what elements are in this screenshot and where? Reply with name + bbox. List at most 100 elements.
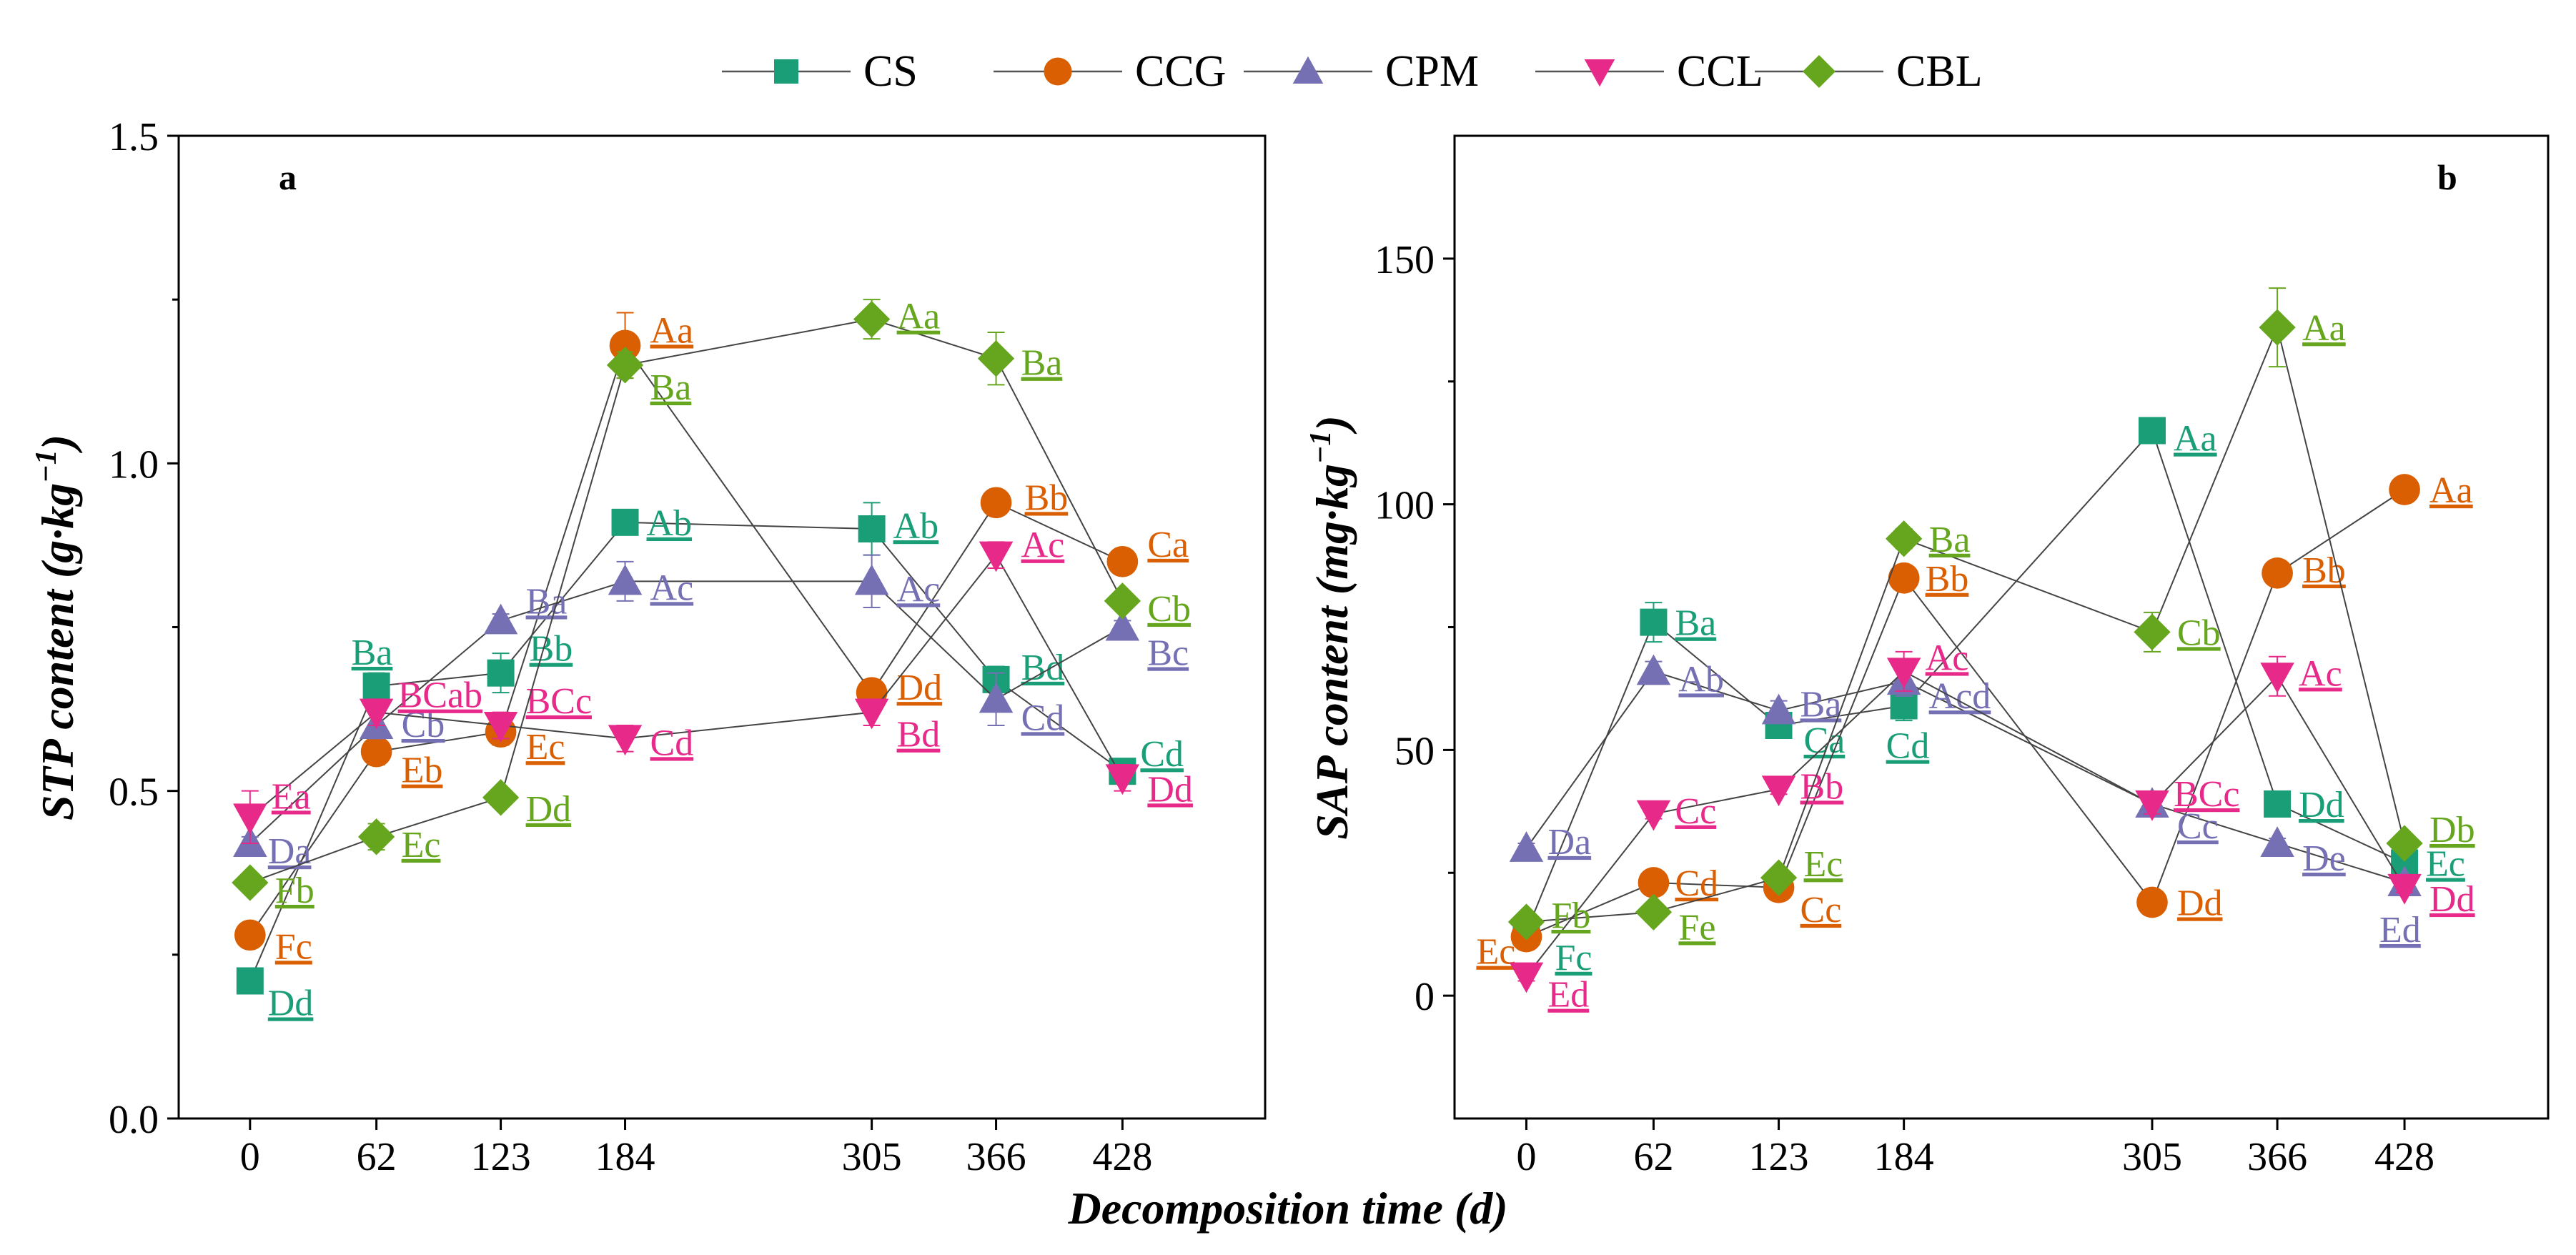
panel-a-ylabel-sup: −1 bbox=[30, 450, 63, 482]
panel-b-sig-label-cs: Ba bbox=[1675, 603, 1716, 644]
panel-b-point-ccl bbox=[1636, 800, 1671, 831]
legend-label-cbl: CBL bbox=[1896, 47, 1983, 96]
panel-b-point-cbl bbox=[1507, 903, 1545, 941]
panel-b-sig-label-ccl: Ac bbox=[2299, 653, 2342, 694]
panel-a-sig-label-ccg: Ca bbox=[1147, 525, 1189, 565]
panel-b-sig-label-cpm: Ed bbox=[2379, 910, 2421, 951]
panel-b-sig-label-cpm: Da bbox=[1547, 822, 1591, 863]
panel-a-sig-label-ccg: Dd bbox=[897, 668, 943, 708]
panel-b-point-ccg bbox=[2136, 886, 2168, 918]
panel-a-sig-label-cpm: Cd bbox=[1021, 698, 1065, 738]
panel-b-sig-label-cpm: De bbox=[2302, 838, 2346, 879]
panel-b-xtick-label: 62 bbox=[1633, 1135, 1673, 1179]
panel-b-sig-label-cbl: Ec bbox=[1804, 844, 1843, 885]
panel-a-xtick-label: 305 bbox=[842, 1135, 902, 1179]
panel-b-point-ccl bbox=[2387, 873, 2422, 905]
legend-label-cs: CS bbox=[863, 47, 918, 96]
legend-label-ccl: CCL bbox=[1677, 47, 1763, 96]
panel-b-xtick-label: 366 bbox=[2247, 1135, 2307, 1179]
panel-a-point-ccl bbox=[359, 698, 394, 730]
panel-b-point-cbl bbox=[1760, 859, 1798, 896]
panel-b-sig-label-ccl: Dd bbox=[2429, 879, 2475, 920]
panel-a-xtick-label: 428 bbox=[1092, 1135, 1152, 1179]
panel-a-point-cbl bbox=[853, 301, 891, 338]
panel-a-point-cs bbox=[858, 515, 886, 542]
panel-b-ytick-label: 50 bbox=[1394, 729, 1435, 773]
panel-b-point-cpm bbox=[1761, 693, 1796, 725]
panel-b-point-ccl bbox=[1886, 658, 1921, 689]
panel-a-point-cs bbox=[487, 659, 515, 687]
panel-a-ytick-label: 0.5 bbox=[109, 770, 159, 815]
panel-a-xtick-label: 62 bbox=[357, 1135, 397, 1179]
panel-b-sig-label-cpm: Ba bbox=[1800, 684, 1842, 725]
panel-b-sig-label-ccg: Cc bbox=[1800, 890, 1842, 931]
panel-a-point-ccg bbox=[1106, 545, 1139, 577]
legend-label-cpm: CPM bbox=[1385, 47, 1479, 96]
panel-b-sig-label-cbl: Aa bbox=[2302, 308, 2346, 349]
panel-a-sig-label-cpm: Da bbox=[268, 831, 312, 872]
panel-b-point-cs bbox=[1640, 608, 1668, 636]
legend-marker-cpm bbox=[1292, 56, 1324, 84]
legend-marker-ccg bbox=[1044, 57, 1072, 86]
panel-a-point-ccg bbox=[980, 487, 1012, 519]
panel-b-point-ccg bbox=[1638, 867, 1670, 898]
panel-b-sig-label-cbl: Cb bbox=[2177, 612, 2221, 653]
panel-a-xtick-label: 123 bbox=[471, 1135, 531, 1179]
panel-a-label: a bbox=[279, 157, 297, 197]
panel-b-ytick-label: 0 bbox=[1415, 975, 1435, 1019]
panel-a-ytick-label: 1.0 bbox=[109, 442, 159, 487]
panel-b-sig-label-ccg: Aa bbox=[2429, 470, 2473, 511]
panel-a-sig-label-ccl: Ea bbox=[272, 776, 311, 817]
panel-a-sig-label-ccg: Eb bbox=[402, 750, 443, 791]
panel-b-point-cs bbox=[2264, 790, 2292, 818]
panel-a-point-cbl bbox=[357, 818, 395, 855]
panel-b-sig-label-cs: Fc bbox=[1555, 938, 1592, 978]
legend-label-ccg: CCG bbox=[1135, 47, 1226, 96]
panel-a-sig-label-ccg: Bb bbox=[1025, 477, 1069, 518]
panel-a-point-cbl bbox=[232, 864, 269, 901]
panel-a-sig-label-cpm: Bc bbox=[1147, 633, 1189, 674]
panel-a-xtick-label: 366 bbox=[966, 1135, 1026, 1179]
panel-b-sig-label-cs: Cd bbox=[1886, 726, 1930, 767]
panel-a-sig-label-cpm: Cb bbox=[402, 705, 445, 745]
panel-a-point-ccl bbox=[979, 541, 1014, 572]
panel-a-sig-label-cs: Ab bbox=[893, 506, 939, 547]
panel-a-point-ccl bbox=[854, 698, 889, 730]
panel-b-point-ccg bbox=[1888, 562, 1920, 594]
panel-a-ytick-label: 1.5 bbox=[109, 115, 159, 159]
panel-a-point-cs bbox=[362, 673, 390, 700]
panel-b-sig-label-ccg: Bb bbox=[2302, 550, 2346, 591]
panel-b-label: b bbox=[2437, 157, 2457, 197]
panel-a-point-cpm bbox=[608, 564, 643, 595]
panel-a-point-cbl bbox=[482, 779, 520, 816]
panel-b-sig-label-ccl: Ac bbox=[1926, 638, 1969, 678]
panel-a-point-cbl bbox=[1104, 582, 1141, 620]
panel-b-point-cs bbox=[1890, 692, 1918, 720]
panel-a-sig-label-cbl: Dd bbox=[526, 789, 572, 830]
panel-a-ytick-label: 0.0 bbox=[109, 1098, 159, 1142]
panel-b-point-cpm bbox=[1509, 831, 1544, 862]
panel-b-sig-label-cpm: Ab bbox=[1678, 659, 1724, 700]
panel-a-ylabel-main: STP content (g·kg bbox=[32, 483, 83, 820]
panel-a-point-ccg bbox=[234, 919, 266, 951]
panel-b-point-ccl bbox=[1761, 775, 1796, 807]
panel-b-sig-label-ccg: Bb bbox=[1926, 559, 1969, 600]
panel-a-sig-label-ccg: Fc bbox=[275, 926, 312, 967]
panel-a-sig-label-cpm: Ac bbox=[897, 569, 941, 610]
panel-a-ylabel-close: ) bbox=[32, 435, 83, 453]
panel-b-ylabel-sup: −1 bbox=[1304, 431, 1337, 464]
panel-b-sig-label-cbl: Ba bbox=[1929, 520, 1971, 560]
panel-a: a STP content (g·kg−1) 0.0 0.5 1.0 1.5 0 62 12… bbox=[30, 115, 1267, 1179]
panel-b-sig-label-cbl: Fe bbox=[1678, 907, 1715, 948]
panel-b-ylabel-close: ) bbox=[1307, 415, 1357, 434]
panel-a-sig-label-cs: Bb bbox=[530, 629, 573, 670]
panel-a-point-cpm bbox=[854, 564, 889, 595]
x-axis-title: Decomposition time (d) bbox=[1067, 1183, 1507, 1234]
panel-a-sig-label-cs: Ba bbox=[352, 633, 393, 673]
panel-b-xtick-label: 305 bbox=[2122, 1135, 2182, 1179]
panel-b-point-cbl bbox=[1885, 520, 1923, 557]
panel-b-sig-label-ccg: Ec bbox=[1476, 932, 1515, 973]
panel-b-point-cpm bbox=[2260, 826, 2294, 857]
panel-b-point-cbl bbox=[2134, 613, 2171, 651]
